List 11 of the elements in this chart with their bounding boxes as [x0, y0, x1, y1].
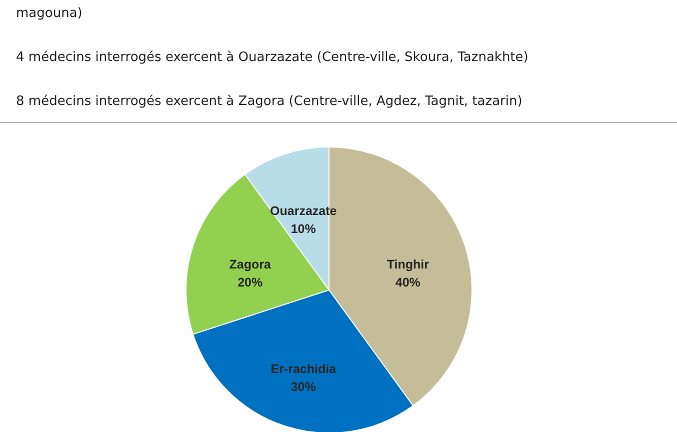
- data-label: 30%: [290, 380, 316, 394]
- data-label: 40%: [395, 275, 420, 290]
- text: magouna): [16, 5, 84, 23]
- slice-label: Er-rachidia: [270, 362, 338, 376]
- slice-label: Tinghir: [386, 257, 430, 272]
- data-label: 20%: [238, 275, 263, 290]
- text: 4 médecins interrogés exercent à Ouarzazate (Centre-ville, Skoura, Taznakhte): [16, 49, 528, 67]
- slice-label: Ouarzazate: [270, 204, 337, 218]
- slice-label: Zagora: [229, 257, 272, 272]
- data-label: 10%: [290, 222, 316, 236]
- text: 8 médecins interrogés exercent à Zagora (Centre-ville, Agdez, Tagnit, tazarin): [16, 93, 524, 111]
